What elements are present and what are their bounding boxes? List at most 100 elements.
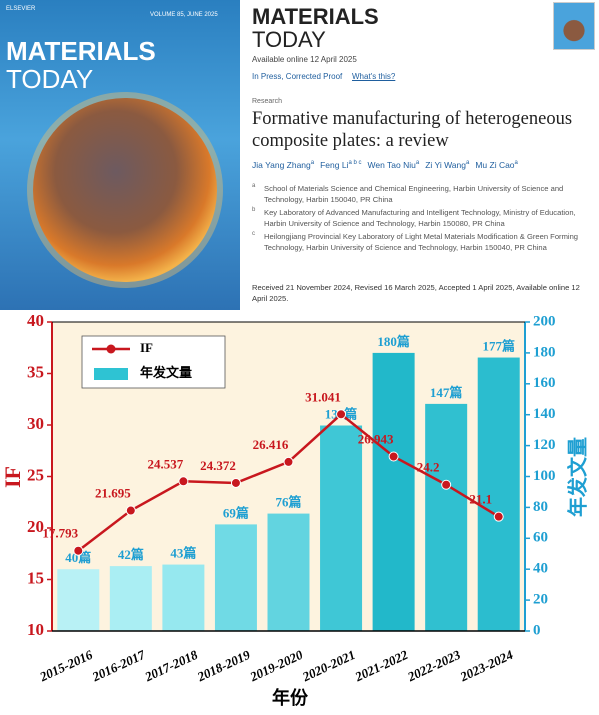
- author-name: Wen Tao Niu: [367, 160, 416, 170]
- bar-label: 180篇: [377, 334, 410, 349]
- y2-axis-title: 年发文量: [566, 437, 590, 517]
- y2-tick-label: 20: [533, 592, 548, 608]
- affiliation-text: Heilongjiang Provincial Key Laboratory o…: [264, 232, 579, 252]
- line-marker: [493, 511, 504, 522]
- line-marker: [230, 477, 241, 488]
- bar: [372, 352, 415, 631]
- cover-art: [27, 92, 223, 288]
- y2-tick-label: 0: [533, 622, 541, 638]
- y-axis-title: IF: [0, 466, 25, 488]
- affiliation: b Key Laboratory of Advanced Manufacturin…: [252, 207, 582, 229]
- bar: [320, 425, 363, 631]
- line-marker: [441, 479, 452, 490]
- x-tick-label: 2023-2024: [457, 647, 516, 685]
- affiliation-mark: a: [252, 183, 256, 189]
- bar-label: 43篇: [170, 546, 196, 561]
- y2-tick-label: 80: [533, 499, 548, 515]
- affiliation-mark: c: [252, 231, 255, 237]
- line-label: 24.2: [417, 460, 440, 475]
- section: Research: [252, 98, 282, 105]
- line-label: 21.1: [469, 492, 492, 507]
- y2-tick-label: 60: [533, 530, 548, 546]
- publisher: ELSEVIER: [6, 6, 36, 12]
- line-label: 24.372: [200, 458, 236, 473]
- journal-name: MATERIALS: [252, 4, 379, 29]
- legend-label: 年发文量: [140, 365, 192, 380]
- author-sup: a: [415, 160, 420, 167]
- line-label: 21.695: [95, 486, 131, 501]
- bar-label: 76篇: [275, 495, 301, 510]
- author-name: Zi Yi Wang: [425, 160, 466, 170]
- legend-marker: [106, 344, 116, 354]
- status[interactable]: In Press, Corrected Proof: [252, 72, 343, 81]
- bar-label: 42篇: [118, 547, 144, 562]
- y2-tick-label: 120: [533, 437, 556, 453]
- line-label: 26.943: [358, 431, 394, 446]
- x-tick-label: 2022-2023: [404, 647, 463, 685]
- x-tick-label: 2019-2020: [247, 647, 306, 685]
- article-title: Formative manufacturing of heterogeneous…: [252, 109, 573, 151]
- x-tick-label: 2021-2022: [352, 647, 411, 685]
- line-marker: [388, 451, 399, 462]
- x-tick-label: 2017-2018: [142, 647, 201, 685]
- bar: [477, 357, 520, 631]
- author-sup: a: [465, 160, 470, 167]
- y2-tick-label: 140: [533, 406, 556, 422]
- y2-tick-label: 160: [533, 375, 556, 391]
- bar-label: 40篇: [65, 550, 91, 565]
- affiliations: a School of Materials Science and Chemica…: [252, 183, 582, 255]
- bar: [214, 524, 257, 631]
- legend-label: IF: [140, 340, 153, 355]
- y2-tick-label: 40: [533, 561, 548, 577]
- x-tick-label: 2020-2021: [299, 647, 357, 685]
- author-sup: a: [310, 160, 315, 167]
- line-label: 17.793: [42, 526, 78, 541]
- y-tick-label: 20: [27, 517, 44, 536]
- author-sup: a: [514, 160, 518, 167]
- y-tick-label: 10: [27, 620, 44, 639]
- cover-journal: TODAY: [6, 64, 94, 94]
- chart: 10 15 20 25 30 35 40 0 20 40 60 80 100 120 140 160 180 20…: [0, 312, 590, 708]
- author-name: Feng Li: [320, 160, 349, 170]
- legend-box: [81, 335, 226, 389]
- line-marker: [73, 545, 84, 556]
- author-name: Mu Zi Cao: [475, 160, 515, 170]
- line-marker: [178, 476, 189, 487]
- y-tick-label: 15: [27, 568, 44, 587]
- x-tick-label: 2018-2019: [194, 647, 253, 685]
- affiliation: c Heilongjiang Provincial Key Laboratory …: [252, 231, 582, 253]
- line-label: 26.416: [253, 437, 289, 452]
- whats-this[interactable]: What's this?: [352, 72, 396, 81]
- bar: [57, 569, 100, 631]
- volume: VOLUME 85, JUNE 2025: [150, 12, 218, 18]
- line-marker: [336, 409, 347, 420]
- affiliation-mark: b: [252, 207, 256, 213]
- affiliation: a School of Materials Science and Chemica…: [252, 183, 582, 205]
- x-tick-label: 2016-2017: [89, 647, 148, 685]
- journal-name: TODAY: [252, 27, 326, 52]
- y2-tick-label: 100: [533, 468, 556, 484]
- authors: Jia Yang Zhanga Feng Lia b c Wen Tao Niua Z…: [252, 160, 524, 170]
- y-tick-label: 30: [27, 414, 44, 433]
- y-tick-label: 25: [27, 465, 44, 484]
- line-marker: [125, 505, 136, 516]
- x-axis-title: 年份: [272, 687, 309, 708]
- legend-swatch: [94, 368, 128, 380]
- available: Available online 12 April 2025: [252, 55, 357, 64]
- bar: [267, 513, 310, 631]
- bar-label: 177篇: [482, 339, 515, 354]
- bar: [425, 403, 468, 631]
- bar-label: 147篇: [430, 385, 463, 400]
- affiliation-text: Key Laboratory of Advanced Manufacturing…: [264, 208, 576, 228]
- journal-cover: ELSEVIER VOLUME 85, JUNE 2025 MATERIALS …: [0, 0, 240, 310]
- x-tick-label: 2015-2016: [36, 647, 95, 685]
- author-sup: a b c: [348, 160, 362, 167]
- history: Received 21 November 2024, Revised 16 Ma…: [252, 283, 580, 303]
- cover-journal: MATERIALS: [6, 36, 156, 66]
- thumbnail: [553, 2, 595, 50]
- author-name: Jia Yang Zhang: [252, 160, 311, 170]
- bar: [162, 564, 205, 631]
- line-marker: [283, 456, 294, 467]
- y2-tick-label: 200: [533, 313, 556, 329]
